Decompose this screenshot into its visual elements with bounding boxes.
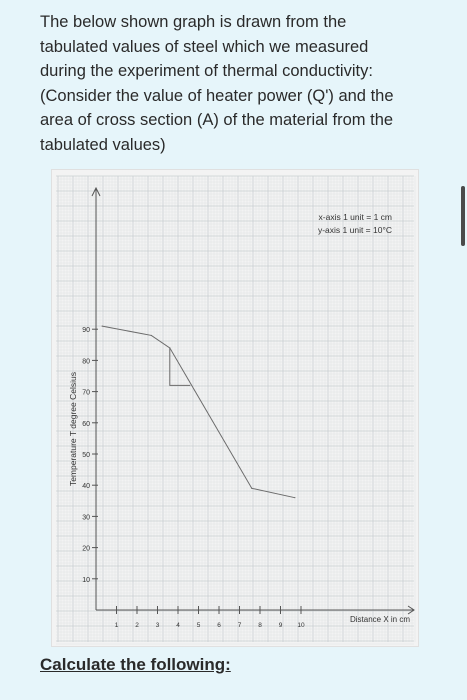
y-tick-label: 60 xyxy=(82,421,90,428)
y-tick-label: 20 xyxy=(82,546,90,553)
y-axis-arrow xyxy=(91,186,101,197)
x-tick-label: 4 xyxy=(176,622,180,629)
question-line: tabulated values) xyxy=(40,135,166,154)
temperature-distance-chart: 10 20 30 40 50 60 70 80 90 1 2 3 4 5 6 7 8 9 10 Temperature… xyxy=(56,175,416,645)
slope-triangle xyxy=(169,347,191,386)
x-tick-label: 9 xyxy=(279,622,283,629)
y-tick-label: 40 xyxy=(82,483,90,490)
data-point xyxy=(251,487,253,489)
scale-note: y-axis 1 unit = 10°C xyxy=(318,225,392,235)
question-line: during the experiment of thermal conduct… xyxy=(40,62,373,81)
scale-note: x-axis 1 unit = 1 cm xyxy=(319,212,392,222)
data-point xyxy=(101,325,103,327)
x-tick-label: 8 xyxy=(258,622,262,629)
data-point xyxy=(294,497,296,499)
x-tick-label: 1 xyxy=(115,622,119,629)
x-tick-label: 2 xyxy=(135,622,139,629)
y-tick-label: 80 xyxy=(82,358,90,365)
data-series-line xyxy=(102,325,295,499)
x-tick-label: 5 xyxy=(197,622,201,629)
question-line: tabulated values of steel which we measu… xyxy=(40,37,369,56)
y-tick-label: 90 xyxy=(82,327,90,334)
graph-image: 10 20 30 40 50 60 70 80 90 1 2 3 4 5 6 7 8 9 10 Temperature… xyxy=(52,170,418,646)
y-tick-label: 30 xyxy=(82,514,90,521)
x-tick-label: 3 xyxy=(156,622,160,629)
x-tick-label: 6 xyxy=(217,622,221,629)
scrollbar[interactable] xyxy=(461,186,465,246)
question-line: area of cross section (A) of the materia… xyxy=(40,111,394,130)
y-tick-label: 50 xyxy=(82,452,90,459)
y-tick-label: 70 xyxy=(82,390,90,397)
question-line: The below shown graph is drawn from the xyxy=(40,13,347,31)
y-axis-label: Temperature T degree Celsius xyxy=(68,372,78,486)
data-point xyxy=(150,334,152,337)
question-text: The below shown graph is drawn from the … xyxy=(40,10,420,158)
section-heading: Calculate the following: xyxy=(40,655,231,674)
y-tick-label: 10 xyxy=(82,577,90,584)
x-tick-label: 10 xyxy=(297,622,305,629)
question-line: (Consider the value of heater power (Q')… xyxy=(40,86,394,105)
x-tick-label: 7 xyxy=(238,622,242,629)
x-axis-arrow xyxy=(407,605,415,615)
x-axis-label: Distance X in cm xyxy=(350,615,410,624)
